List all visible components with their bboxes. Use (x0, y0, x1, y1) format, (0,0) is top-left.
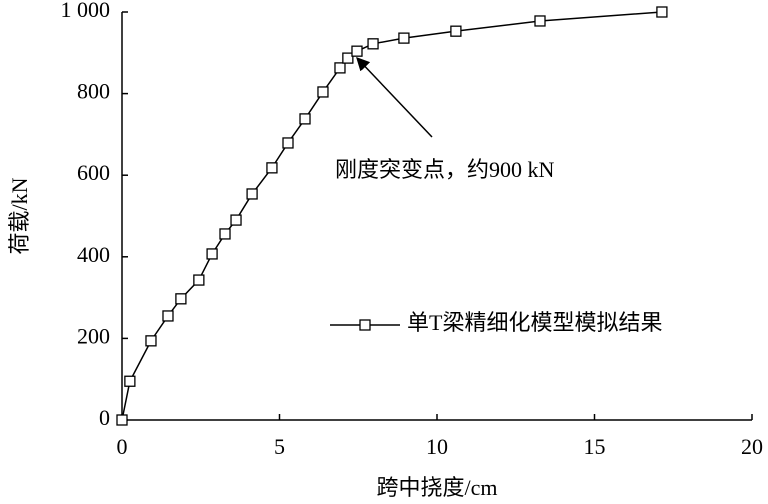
point (656, 6, 668, 18)
x-tick-label: 15 (584, 434, 606, 459)
y-tick-label: 200 (77, 323, 110, 348)
point (266, 162, 278, 174)
point (206, 248, 218, 260)
point (450, 25, 462, 37)
point (162, 310, 174, 322)
point (116, 414, 128, 426)
y-tick-label: 0 (99, 405, 110, 430)
x-tick-label: 20 (741, 434, 763, 459)
x-tick-label: 5 (274, 434, 285, 459)
point (351, 45, 363, 57)
point (282, 137, 294, 149)
point (145, 335, 157, 347)
y-axis-label: 荷载/kN (7, 177, 32, 254)
point (534, 15, 546, 27)
point (193, 274, 205, 286)
point (317, 86, 329, 98)
point (230, 214, 242, 226)
x-tick-label: 0 (117, 434, 128, 459)
point (398, 32, 410, 44)
point (299, 113, 311, 125)
annotation-arrow (356, 57, 433, 138)
point (124, 375, 136, 387)
x-tick-label: 10 (426, 434, 448, 459)
point (342, 52, 354, 64)
point (246, 188, 258, 200)
x-axis-label: 跨中挠度/cm (377, 475, 498, 500)
point (334, 62, 346, 74)
annotation: 刚度突变点，约900 kN (335, 157, 555, 182)
series-line (121, 11, 662, 421)
point (367, 38, 379, 50)
y-tick-label: 600 (77, 160, 110, 185)
legend-label: 单T梁精细化模型模拟结果 (407, 310, 662, 335)
y-tick-label: 400 (77, 242, 110, 267)
point (175, 293, 187, 305)
y-tick-label: 1 000 (61, 0, 111, 22)
legend-marker (359, 319, 371, 331)
y-tick-label: 800 (77, 79, 110, 104)
point (219, 228, 231, 240)
